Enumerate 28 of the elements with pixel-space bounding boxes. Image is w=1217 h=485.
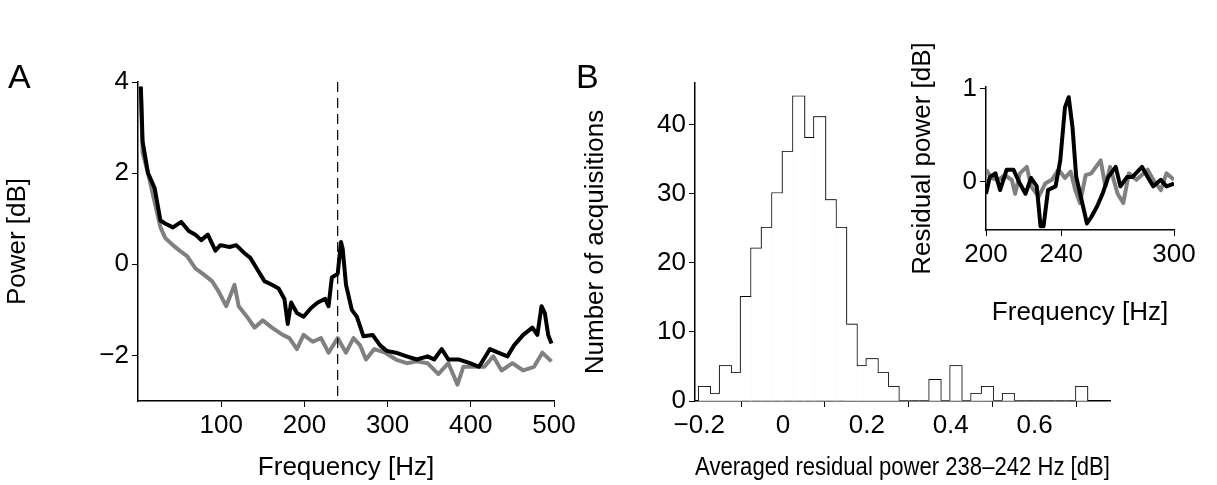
y-tick-label: 30	[657, 176, 686, 207]
y-tick-label: 40	[657, 107, 686, 138]
y-axis-title: Number of acquisitions	[578, 109, 609, 375]
text: B	[576, 57, 599, 95]
x-tick-label: 500	[532, 408, 576, 439]
x-tick-label: 0.4	[932, 408, 969, 439]
x-tick-label: 0	[775, 408, 791, 439]
x-axis-title: Frequency [Hz]	[991, 295, 1169, 326]
x-axis-title: Frequency [Hz]	[257, 450, 435, 481]
x-axis-title: Averaged residual power 238–242 Hz [dB]	[695, 450, 1110, 480]
y-axis-title: Power [dB]	[0, 177, 31, 306]
x-tick-label: 400	[449, 408, 493, 439]
x-tick-label: 200	[282, 408, 327, 439]
y-tick-label: 1	[962, 72, 977, 103]
x-tick-label: 240	[1039, 237, 1083, 268]
x-tick-label: 0.6	[1016, 408, 1053, 439]
y-tick-label: 2	[114, 156, 129, 187]
y-tick-label: 4	[114, 65, 129, 96]
y-tick-label: −2	[99, 338, 129, 369]
y-axis-title: Residual power [dB]	[905, 42, 936, 275]
x-tick-label: 300	[1152, 237, 1196, 268]
y-tick-label: 20	[657, 245, 686, 276]
x-tick-label: 0.2	[848, 408, 885, 439]
x-tick-label: 300	[365, 408, 410, 439]
x-tick-label: 100	[199, 408, 243, 439]
x-tick-label: 200	[964, 237, 1008, 268]
y-tick-label: 10	[657, 315, 686, 346]
text: A	[8, 57, 31, 95]
